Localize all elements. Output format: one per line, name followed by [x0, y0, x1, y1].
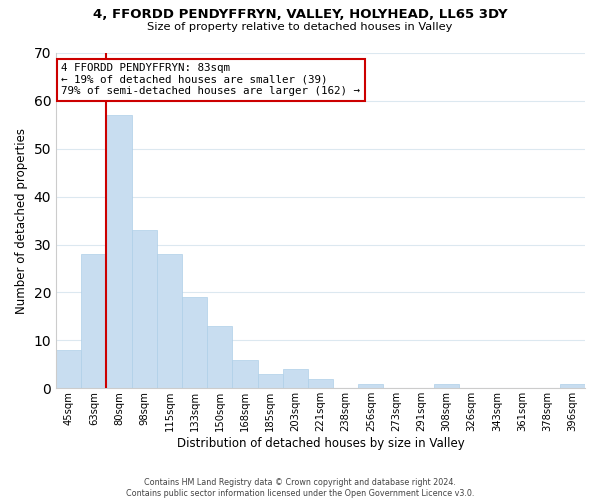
- Bar: [56, 350, 81, 389]
- Bar: [257, 374, 283, 388]
- Bar: [81, 254, 106, 388]
- Y-axis label: Number of detached properties: Number of detached properties: [15, 128, 28, 314]
- Text: 4, FFORDD PENDYFFRYN, VALLEY, HOLYHEAD, LL65 3DY: 4, FFORDD PENDYFFRYN, VALLEY, HOLYHEAD, …: [92, 8, 508, 20]
- Bar: [207, 326, 232, 388]
- Bar: [434, 384, 459, 388]
- Bar: [232, 360, 257, 388]
- Bar: [131, 230, 157, 388]
- X-axis label: Distribution of detached houses by size in Valley: Distribution of detached houses by size …: [176, 437, 464, 450]
- Bar: [106, 116, 131, 388]
- Text: Contains HM Land Registry data © Crown copyright and database right 2024.
Contai: Contains HM Land Registry data © Crown c…: [126, 478, 474, 498]
- Bar: [182, 298, 207, 388]
- Text: Size of property relative to detached houses in Valley: Size of property relative to detached ho…: [148, 22, 452, 32]
- Bar: [560, 384, 585, 388]
- Bar: [157, 254, 182, 388]
- Bar: [283, 369, 308, 388]
- Bar: [308, 378, 333, 388]
- Bar: [358, 384, 383, 388]
- Text: 4 FFORDD PENDYFFRYN: 83sqm
← 19% of detached houses are smaller (39)
79% of semi: 4 FFORDD PENDYFFRYN: 83sqm ← 19% of deta…: [61, 63, 361, 96]
